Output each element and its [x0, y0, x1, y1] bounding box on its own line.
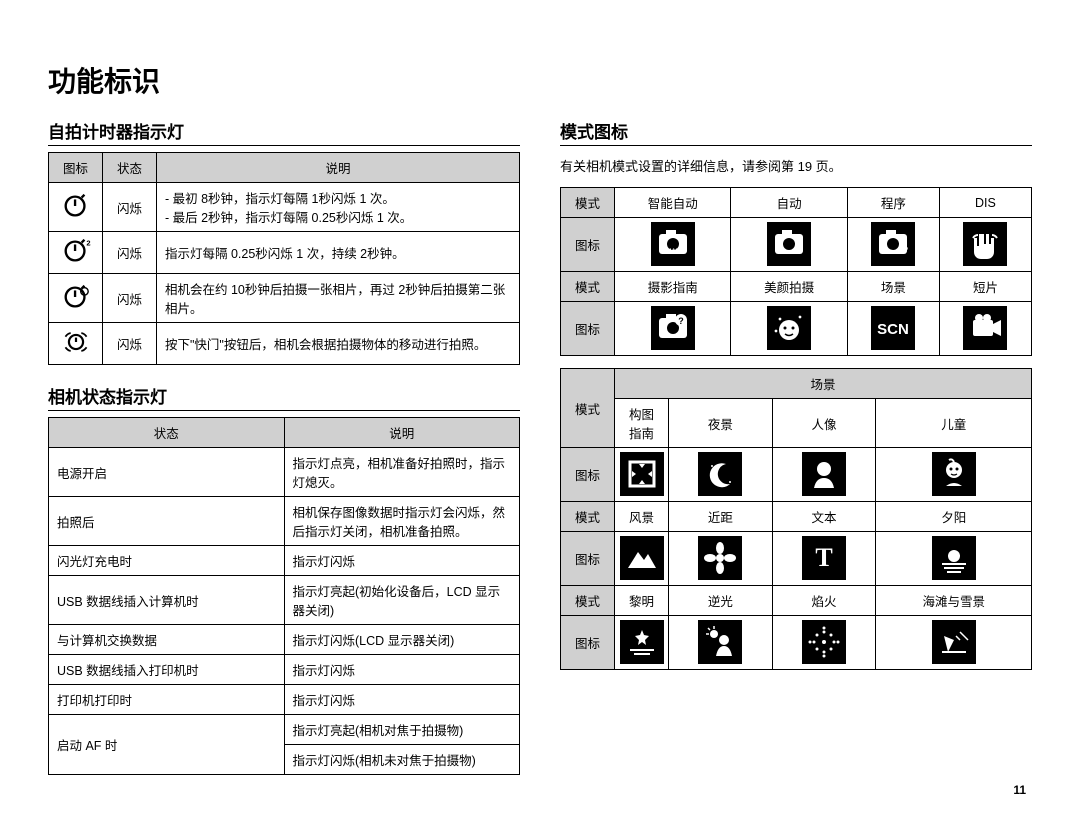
timer-double-icon — [61, 282, 91, 312]
frame-guide-icon — [620, 452, 664, 496]
closeup-icon — [698, 536, 742, 580]
status-cell: 拍照后 — [49, 497, 285, 546]
status-heading: 相机状态指示灯 — [48, 383, 520, 411]
firework-icon — [802, 620, 846, 664]
status-cell: 闪光灯充电时 — [49, 546, 285, 576]
th-status2: 状态 — [49, 418, 285, 448]
mode-name: 夜景 — [669, 399, 773, 448]
beauty-icon — [767, 306, 811, 350]
modes-table-1: 模式 智能自动 自动 程序 DIS 图标 模式 摄影指南 美颜拍摄 — [560, 187, 1032, 356]
text-icon — [802, 536, 846, 580]
status-desc: 指示灯闪烁(LCD 显示器关闭) — [284, 625, 520, 655]
th-desc: 说明 — [157, 153, 520, 183]
timer-row-status: 闪烁 — [103, 274, 157, 323]
mode-name: 场景 — [847, 272, 939, 302]
mode-name: 文本 — [772, 502, 876, 532]
mode-name: 短片 — [939, 272, 1031, 302]
mode-name: 黎明 — [615, 586, 669, 616]
status-desc: 指示灯闪烁(相机未对焦于拍摄物) — [284, 745, 520, 775]
label-icon: 图标 — [561, 218, 615, 272]
timer-row-status: 闪烁 — [103, 183, 157, 232]
status-desc: 指示灯闪烁 — [284, 655, 520, 685]
status-desc: 指示灯亮起(初始化设备后，LCD 显示器关闭) — [284, 576, 520, 625]
timer-2s-icon — [61, 236, 91, 266]
mode-name: 美颜拍摄 — [731, 272, 847, 302]
status-cell: 启动 AF 时 — [49, 715, 285, 775]
modes-note: 有关相机模式设置的详细信息，请参阅第 19 页。 — [560, 156, 1032, 175]
timer-motion-icon — [61, 327, 91, 357]
mode-name: 逆光 — [669, 586, 773, 616]
timer-row-desc: 指示灯每隔 0.25秒闪烁 1 次，持续 2秒钟。 — [157, 232, 520, 274]
label-mode: 模式 — [561, 586, 615, 616]
beachsnow-icon — [932, 620, 976, 664]
right-column: 模式图标 有关相机模式设置的详细信息，请参阅第 19 页。 模式 智能自动 自动… — [560, 118, 1032, 775]
dis-icon — [963, 222, 1007, 266]
timer-row-desc: - 最初 8秒钟，指示灯每隔 1秒闪烁 1 次。 - 最后 2秒钟，指示灯每隔 … — [157, 183, 520, 232]
status-cell: 与计算机交换数据 — [49, 625, 285, 655]
program-icon — [871, 222, 915, 266]
portrait-icon — [802, 452, 846, 496]
backlight-icon — [698, 620, 742, 664]
timer-row-status: 闪烁 — [103, 232, 157, 274]
timer-row-status: 闪烁 — [103, 323, 157, 365]
children-icon — [932, 452, 976, 496]
label-scene: 场景 — [615, 369, 1032, 399]
status-cell: 打印机打印时 — [49, 685, 285, 715]
label-mode: 模式 — [561, 272, 615, 302]
mode-name: 程序 — [847, 188, 939, 218]
page-title: 功能标识 — [48, 60, 1032, 100]
status-cell: 电源开启 — [49, 448, 285, 497]
status-desc: 指示灯闪烁 — [284, 546, 520, 576]
timer-row-desc: 按下"快门"按钮后，相机会根据拍摄物体的移动进行拍照。 — [157, 323, 520, 365]
th-status: 状态 — [103, 153, 157, 183]
dawn-icon — [620, 620, 664, 664]
timer-icon — [61, 191, 91, 221]
status-desc: 指示灯亮起(相机对焦于拍摄物) — [284, 715, 520, 745]
photo-help-icon — [651, 306, 695, 350]
mode-name: 近距 — [669, 502, 773, 532]
timer-heading: 自拍计时器指示灯 — [48, 118, 520, 146]
th-icon: 图标 — [49, 153, 103, 183]
mode-name: 风景 — [615, 502, 669, 532]
mode-name: 儿童 — [876, 399, 1032, 448]
mode-name: 智能自动 — [615, 188, 731, 218]
label-icon: 图标 — [561, 302, 615, 356]
smart-auto-icon — [651, 222, 695, 266]
label-mode: 模式 — [561, 502, 615, 532]
th-desc2: 说明 — [284, 418, 520, 448]
mode-name: 焰火 — [772, 586, 876, 616]
sunset-icon — [932, 536, 976, 580]
mode-name: DIS — [939, 188, 1031, 218]
movie-icon — [963, 306, 1007, 350]
mode-name: 摄影指南 — [615, 272, 731, 302]
mode-name: 海滩与雪景 — [876, 586, 1032, 616]
status-desc: 指示灯闪烁 — [284, 685, 520, 715]
auto-icon — [767, 222, 811, 266]
modes-table-scene: 模式 场景 构图指南 夜景 人像 儿童 图标 模式 — [560, 368, 1032, 670]
left-column: 自拍计时器指示灯 图标 状态 说明 闪烁 - 最初 8秒钟，指示灯每隔 1秒闪烁… — [48, 118, 520, 775]
status-desc: 相机保存图像数据时指示灯会闪烁，然后指示灯关闭，相机准备拍照。 — [284, 497, 520, 546]
mode-name: 自动 — [731, 188, 847, 218]
timer-row-desc: 相机会在约 10秒钟后拍摄一张相片，再过 2秒钟后拍摄第二张相片。 — [157, 274, 520, 323]
label-icon: 图标 — [561, 616, 615, 670]
label-icon: 图标 — [561, 532, 615, 586]
scene-icon — [871, 306, 915, 350]
mode-name: 夕阳 — [876, 502, 1032, 532]
status-table: 状态 说明 电源开启指示灯点亮，相机准备好拍照时，指示灯熄灭。 拍照后相机保存图… — [48, 417, 520, 775]
landscape-icon — [620, 536, 664, 580]
status-cell: USB 数据线插入计算机时 — [49, 576, 285, 625]
status-cell: USB 数据线插入打印机时 — [49, 655, 285, 685]
status-desc: 指示灯点亮，相机准备好拍照时，指示灯熄灭。 — [284, 448, 520, 497]
timer-table: 图标 状态 说明 闪烁 - 最初 8秒钟，指示灯每隔 1秒闪烁 1 次。 - 最… — [48, 152, 520, 365]
label-mode: 模式 — [561, 369, 615, 448]
page-number: 11 — [1013, 783, 1026, 797]
label-mode: 模式 — [561, 188, 615, 218]
night-icon — [698, 452, 742, 496]
label-icon: 图标 — [561, 448, 615, 502]
mode-name: 人像 — [772, 399, 876, 448]
modes-heading: 模式图标 — [560, 118, 1032, 146]
mode-name: 构图指南 — [615, 399, 669, 448]
